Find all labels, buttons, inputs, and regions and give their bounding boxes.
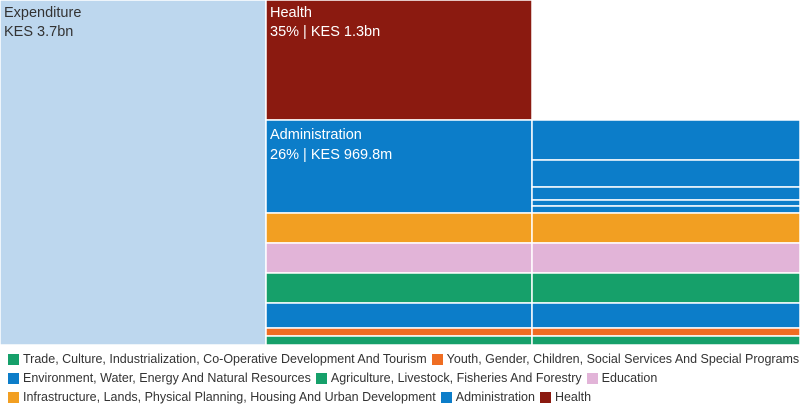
administration-value: 26% | KES 969.8m (270, 147, 392, 163)
legend-swatch (586, 373, 598, 384)
legend-row: Environment, Water, Energy And Natural R… (8, 369, 798, 388)
legend-row: Trade, Culture, Industrialization, Co-Op… (8, 350, 800, 369)
tile-youth-gender-children-social-services-and-special-programs-right (531, 327, 800, 337)
chart-legend: Trade, Culture, Industrialization, Co-Op… (8, 350, 800, 407)
tile-agriculture-livestock-fisheries-and-forestry-left (265, 272, 533, 304)
administration-label: Administration (270, 127, 362, 143)
tile-trade-culture-industrialization-co-operative-development-and-tourism-right (531, 335, 800, 345)
tile-health (265, 0, 533, 121)
tile-youth-gender-children-social-services-and-special-programs-left (265, 327, 533, 337)
tile-environment-part-2 (531, 159, 800, 188)
root-value: KES 3.7bn (4, 24, 73, 40)
tile-education-left (265, 242, 533, 274)
legend-item-agriculture-livestock-fisheries-and-forestry[interactable]: Agriculture, Livestock, Fisheries And Fo… (315, 369, 582, 388)
legend-swatch (8, 392, 19, 403)
health-label: Health (270, 5, 312, 21)
tile-environment-water-energy-and-natural-resources-right (531, 302, 800, 329)
legend-item-education[interactable]: Education (586, 369, 658, 388)
tile-education-right (531, 242, 800, 274)
legend-label: Youth, Gender, Children, Social Services… (446, 352, 800, 366)
legend-item-environment-water-energy-and-natural-resources[interactable]: Environment, Water, Energy And Natural R… (8, 369, 311, 388)
treemap-chart: Expenditure KES 3.7bn Health 35% | KES 1.3… (0, 0, 800, 345)
tile-agriculture-livestock-fisheries-and-forestry-right (531, 272, 800, 304)
legend-label: Education (601, 371, 658, 385)
tile-environment-part-5 (531, 205, 800, 214)
health-value: 35% | KES 1.3bn (270, 24, 380, 40)
tile-administration (265, 119, 533, 214)
legend-swatch (315, 373, 327, 384)
legend-row: Infrastructure, Lands, Physical Planning… (8, 388, 798, 407)
legend-item-youth-gender-children-social-services-and-special-programs[interactable]: Youth, Gender, Children, Social Services… (431, 350, 800, 369)
tile-environment-part-1 (531, 119, 800, 161)
tile-infrastructure-lands-physical-planning-housing-and-urban-development-left (265, 212, 533, 244)
tile-environment-part-4 (531, 199, 800, 207)
tile-trade-culture-industrialization-co-operative-development-and-tourism-left (265, 335, 533, 345)
legend-item-trade-culture-industrialization-co-operative-development-and-tourism[interactable]: Trade, Culture, Industrialization, Co-Op… (8, 350, 427, 369)
legend-item-administration[interactable]: Administration (440, 388, 535, 407)
legend-label: Trade, Culture, Industrialization, Co-Op… (23, 352, 427, 366)
legend-swatch (440, 392, 452, 403)
tile-infrastructure-lands-physical-planning-housing-and-urban-development-right (531, 212, 800, 244)
legend-swatch (539, 392, 551, 403)
root-label: Expenditure (4, 5, 81, 21)
legend-swatch (8, 373, 19, 384)
legend-swatch (8, 354, 19, 365)
legend-label: Administration (455, 390, 535, 404)
legend-item-health[interactable]: Health (539, 388, 592, 407)
legend-label: Health (554, 390, 592, 404)
tile-environment-water-energy-and-natural-resources-left (265, 302, 533, 329)
legend-label: Environment, Water, Energy And Natural R… (23, 371, 311, 385)
legend-item-infrastructure-lands-physical-planning-housing-and-urban-development[interactable]: Infrastructure, Lands, Physical Planning… (8, 388, 436, 407)
legend-label: Infrastructure, Lands, Physical Planning… (23, 390, 436, 404)
legend-label: Agriculture, Livestock, Fisheries And Fo… (330, 371, 582, 385)
treemap-root-tile (0, 0, 267, 345)
legend-swatch (431, 354, 443, 365)
tile-environment-part-3 (531, 186, 800, 201)
